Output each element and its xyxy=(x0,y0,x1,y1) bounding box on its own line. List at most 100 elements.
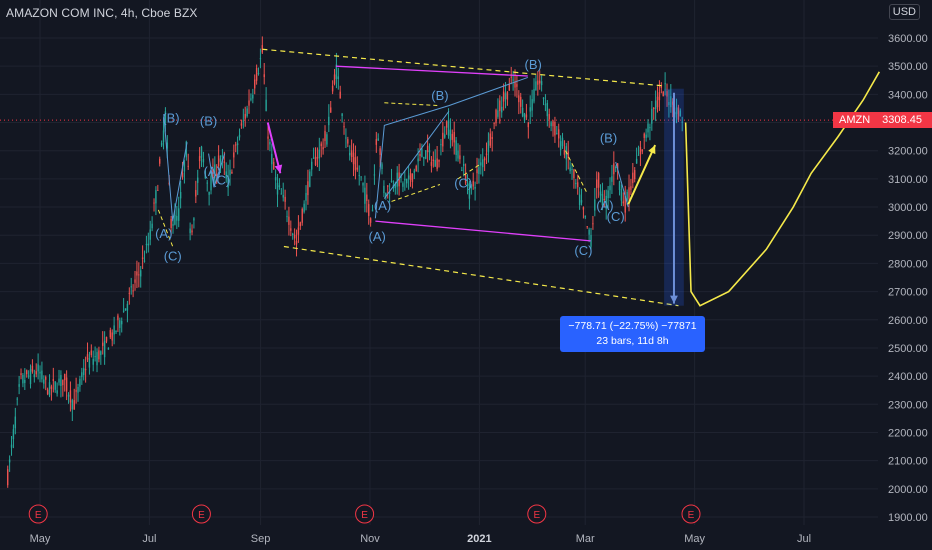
candle-body xyxy=(616,163,619,169)
price-label-value: 3308.45 xyxy=(882,114,922,126)
candle-body xyxy=(117,315,119,321)
earnings-marker-label: E xyxy=(533,510,540,521)
candle-body xyxy=(330,107,332,113)
candle-body xyxy=(45,376,47,380)
magenta-trend-line xyxy=(335,65,528,77)
candle-body xyxy=(626,191,628,201)
candle-body xyxy=(7,469,9,486)
candle-body xyxy=(202,158,205,163)
wave-label: (A) xyxy=(155,226,172,241)
candle-body xyxy=(516,84,518,87)
candle-body xyxy=(622,201,625,204)
candle-body xyxy=(41,370,43,380)
yellow-arrow xyxy=(627,144,657,205)
candle-body xyxy=(415,165,417,172)
candle-body xyxy=(312,157,315,159)
candle-body xyxy=(208,191,210,195)
candle-body xyxy=(375,139,378,145)
candle-body xyxy=(46,389,49,395)
wave-label: (C) xyxy=(454,175,472,190)
candle-body xyxy=(518,95,520,103)
candle-body xyxy=(282,195,284,198)
y-tick-label: 3000.00 xyxy=(888,202,928,214)
candle-body xyxy=(94,356,96,358)
candle-body xyxy=(149,229,151,240)
candle-body xyxy=(240,123,243,126)
candle-body xyxy=(324,130,326,141)
candle-body xyxy=(96,352,98,366)
candle-body xyxy=(436,158,438,169)
candle-body xyxy=(219,158,222,162)
candle-body xyxy=(255,68,258,81)
candle-body xyxy=(390,180,393,183)
candle-body xyxy=(140,270,142,277)
candle-body xyxy=(299,222,302,227)
candle-body xyxy=(542,97,545,99)
earnings-marker-label: E xyxy=(688,510,695,521)
candle-body xyxy=(575,183,577,185)
candle-body xyxy=(664,83,666,85)
candle-body xyxy=(364,187,366,204)
wave-label: (A) xyxy=(368,229,385,244)
candle-body xyxy=(274,177,277,181)
candle-body xyxy=(349,152,351,156)
candle-body xyxy=(577,182,579,188)
y-tick-label: 3400.00 xyxy=(888,89,928,101)
candle-body xyxy=(459,155,461,160)
x-tick-label: May xyxy=(684,533,705,545)
candle-body xyxy=(263,74,265,78)
candle-body xyxy=(474,186,476,189)
candle-body xyxy=(641,149,644,152)
candle-body xyxy=(406,178,408,184)
candle-body xyxy=(369,218,372,223)
candle-body xyxy=(609,185,611,191)
candle-body xyxy=(115,330,117,332)
candle-body xyxy=(352,152,355,165)
y-tick-label: 2100.00 xyxy=(888,456,928,468)
wave-line xyxy=(163,114,188,222)
candle-body xyxy=(236,143,239,145)
candle-body xyxy=(132,290,134,292)
candle-body xyxy=(221,155,224,158)
candle-body xyxy=(244,113,246,119)
candle-body xyxy=(476,169,478,174)
candle-body xyxy=(242,120,245,122)
candle-body xyxy=(366,194,368,201)
candle-body xyxy=(297,227,300,235)
candle-body xyxy=(681,121,683,123)
candle-body xyxy=(147,243,150,246)
candle-body xyxy=(122,310,125,312)
candle-body xyxy=(464,174,467,184)
y-tick-label: 2800.00 xyxy=(888,258,928,270)
candle-body xyxy=(248,100,250,106)
candle-body xyxy=(60,375,62,387)
candle-body xyxy=(407,175,410,180)
candle-body xyxy=(143,260,146,262)
currency-button[interactable]: USD xyxy=(888,4,920,20)
measure-bars-text: 23 bars, 11d 8h xyxy=(596,335,669,347)
candle-body xyxy=(269,141,271,145)
y-tick-label: 2000.00 xyxy=(888,484,928,496)
candle-body xyxy=(333,74,336,84)
y-tick-label: 2400.00 xyxy=(888,371,928,383)
candle-body xyxy=(198,156,201,162)
candle-body xyxy=(590,235,592,247)
wave-segment xyxy=(391,184,441,202)
candle-body xyxy=(584,215,587,218)
wave-label: (B) xyxy=(600,130,617,145)
candle-body xyxy=(483,158,486,161)
wave-label: (C) xyxy=(607,209,625,224)
candle-body xyxy=(124,308,127,311)
measure-arrow-head xyxy=(670,295,678,304)
candle-body xyxy=(250,98,252,100)
wave-segment xyxy=(457,164,480,180)
candle-body xyxy=(109,330,112,338)
candle-body xyxy=(235,144,237,146)
y-tick-label: 3500.00 xyxy=(888,61,928,73)
candle-body xyxy=(421,148,423,158)
candle-body xyxy=(246,108,248,117)
candle-body xyxy=(193,218,195,221)
candle-body xyxy=(187,165,189,167)
candle-body xyxy=(442,132,444,147)
